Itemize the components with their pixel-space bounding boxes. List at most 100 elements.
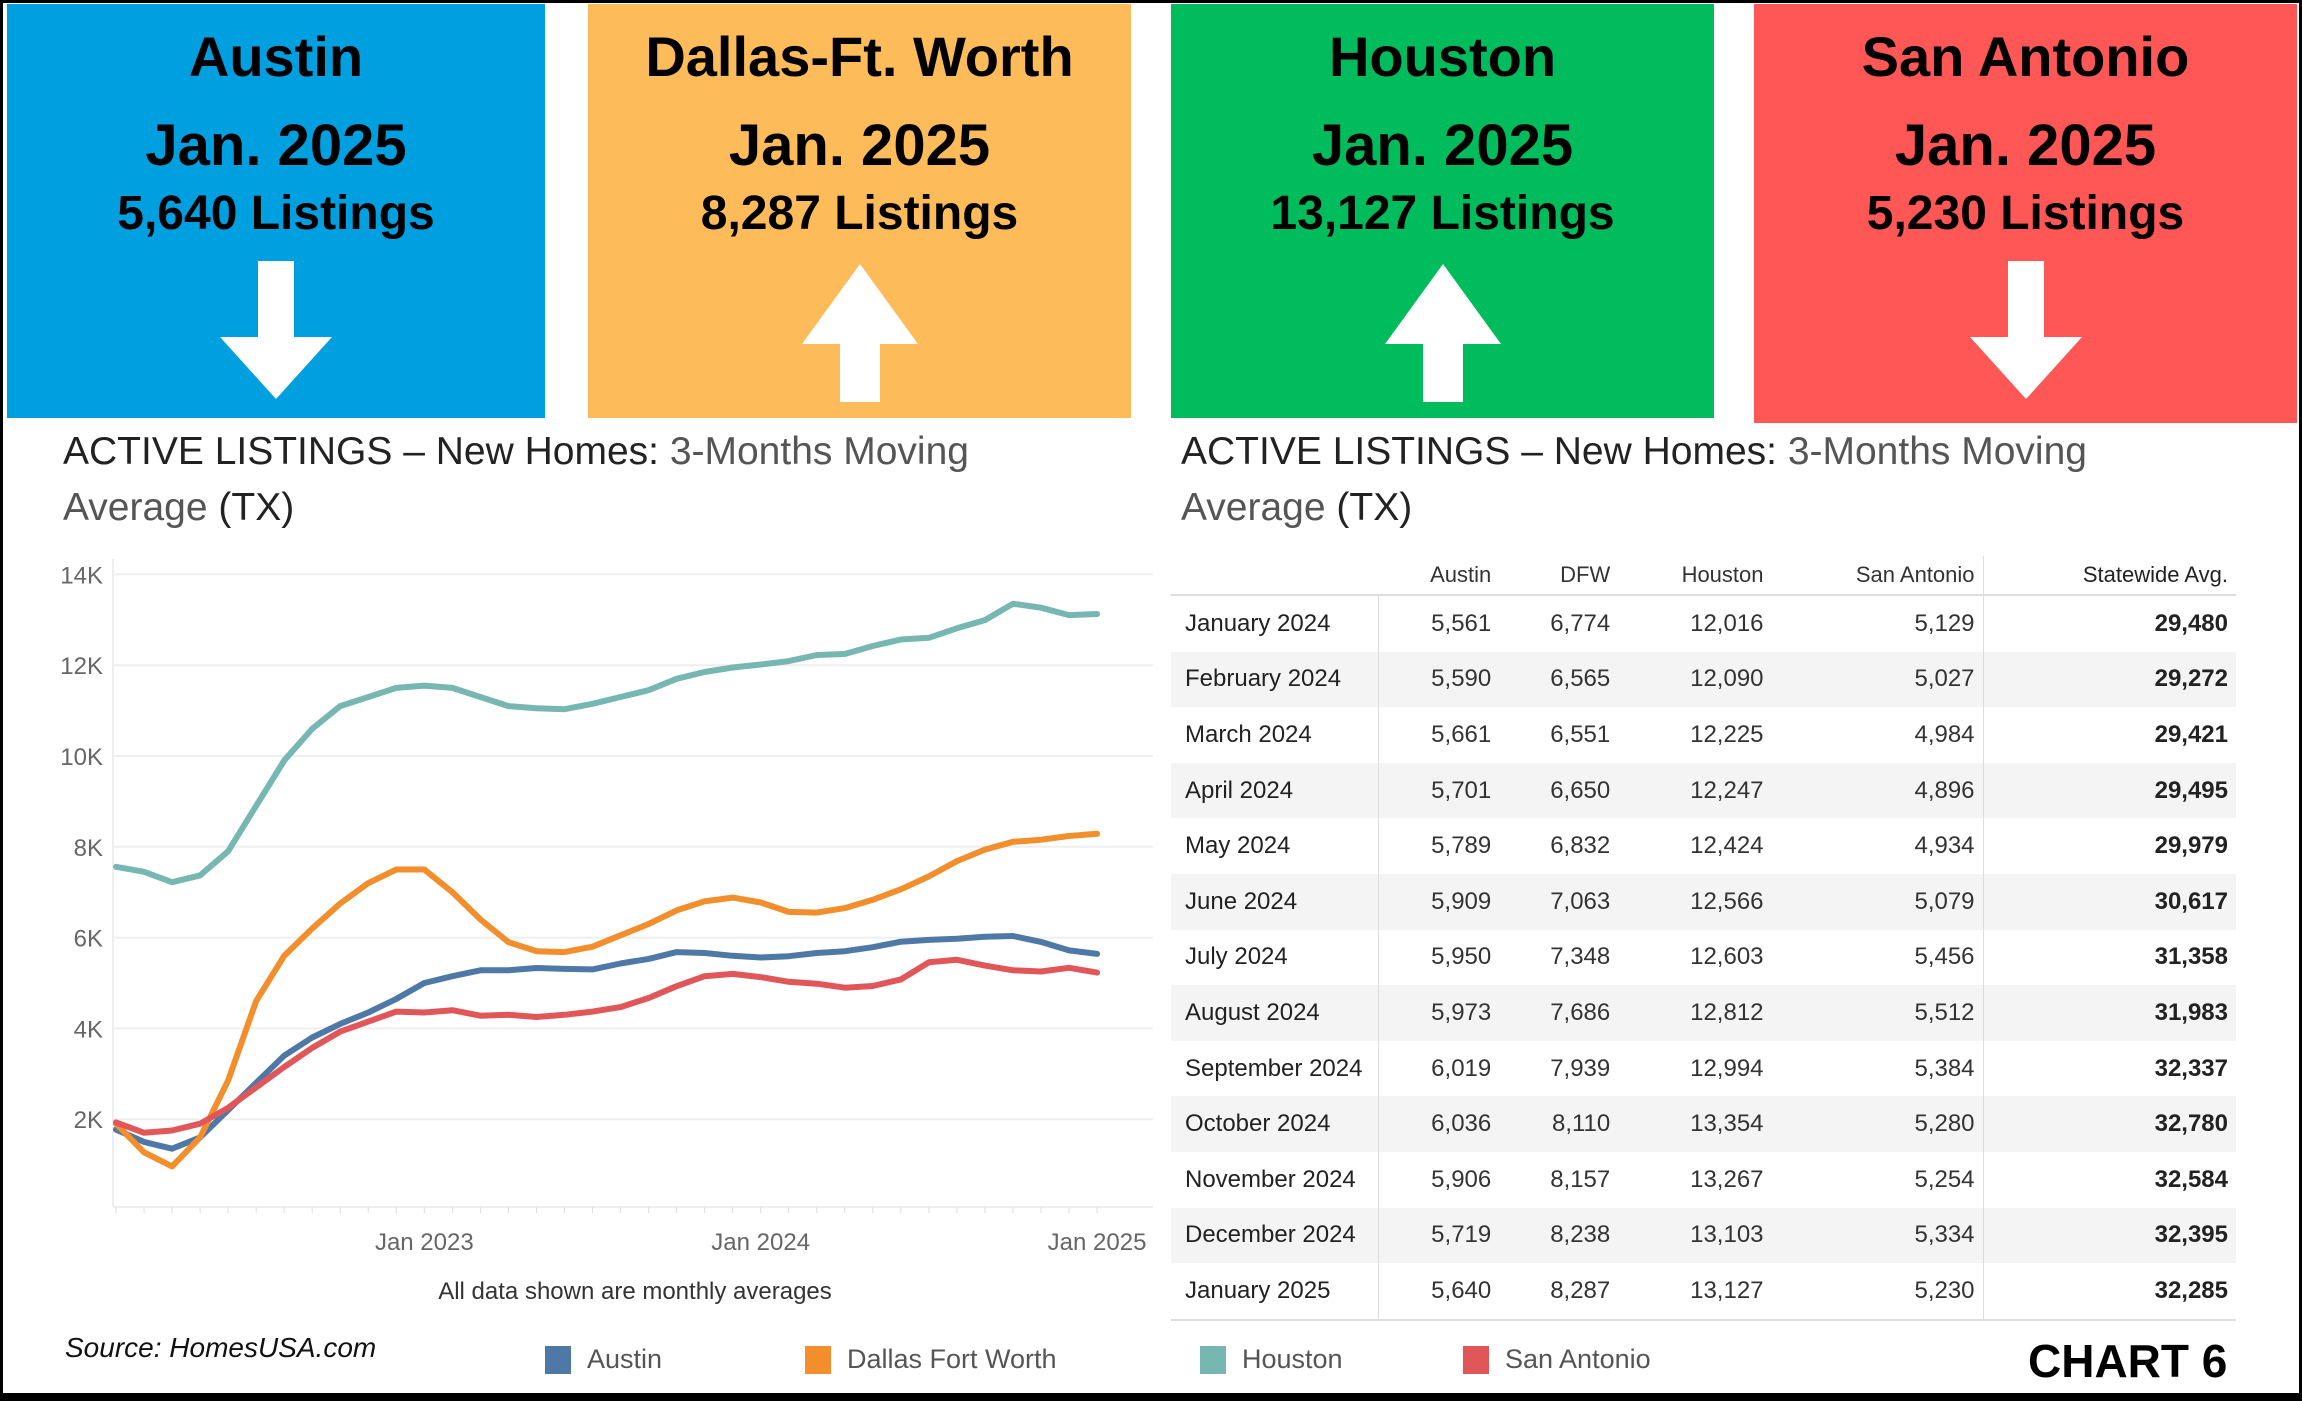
table-cell: 5,230 [1771,1263,1984,1321]
table-cell: 5,909 [1378,873,1500,930]
title-suffix: (TX) [207,486,295,529]
table-row: January 2025 5,640 8,287 13,127 5,230 32,285 [1171,1263,2236,1321]
x-tick-label: Jan 2025 [1048,1229,1147,1256]
table-cell: 31,983 [1982,985,2236,1041]
table-cell: 30,617 [1982,873,2236,930]
table-cell: 13,267 [1690,1165,1764,1193]
summary-box-san-antonio: San Antonio Jan. 2025 5,230 Listings [1754,4,2297,423]
y-tick-label: 6K [74,926,103,953]
column-header: San Antonio [1771,556,1984,596]
row-label: November 2024 [1171,1151,1379,1208]
table-cell: 5,129 [1914,609,1975,637]
table-cell: 8,110 [1499,1096,1619,1152]
table-cell: 12,994 [1690,1054,1764,1082]
table-cell: 7,348 [1550,943,1611,971]
box-listings: 13,127 Listings [1270,187,1615,240]
table-row: July 2024 5,950 7,348 12,603 5,456 31,358 [1171,929,2236,986]
row-label: August 2024 [1171,985,1379,1041]
title-rest2: Average [63,486,208,529]
table-cell: 5,590 [1378,651,1500,708]
table-cell: 13,127 [1618,1263,1772,1321]
box-date: Jan. 2025 [1894,113,2157,178]
table-cell: 5,456 [1914,943,1975,971]
table-cell: 29,495 [1982,762,2236,819]
x-tick-label: Jan 2023 [375,1229,474,1256]
table-cell: 8,157 [1550,1165,1611,1193]
column-header: Houston [1618,556,1772,596]
table-header-row: Austin DFW Houston San Antonio Statewide Avg… [1171,556,2236,596]
table-cell: 12,225 [1690,720,1764,748]
table-cell: 32,780 [1982,1096,2236,1152]
plot-area [113,559,1153,1207]
series-line-san-antonio [113,956,1101,1136]
table-row: August 2024 5,973 7,686 12,812 5,512 31,983 [1171,985,2236,1041]
arrow-up-icon [1384,264,1501,402]
table-cell: 12,016 [1690,609,1764,637]
row-label: June 2024 [1171,873,1379,930]
table-cell: 32,337 [1982,1040,2236,1097]
title-main: ACTIVE LISTINGS – New Homes: [1181,430,1788,473]
column-header: Austin [1378,556,1500,596]
table-cell: 5,701 [1378,762,1500,819]
box-listings: 5,230 Listings [1866,187,2185,240]
right-table-title: ACTIVE LISTINGS – New Homes: 3-Months Mo… [1181,424,2181,536]
table-cell: 5,334 [1771,1207,1984,1264]
table-cell: 5,027 [1771,651,1984,708]
table-cell: 13,354 [1618,1096,1772,1152]
title-rest: 3-Months Moving [669,430,969,473]
box-date: Jan. 2025 [145,113,407,178]
legend-item: Houston [1200,1344,1343,1375]
table-cell: 12,424 [1690,832,1764,860]
table-cell: 32,395 [1982,1207,2236,1264]
y-tick-label: 10K [60,744,103,771]
table-cell: 7,939 [1550,1054,1611,1082]
table-cell: 12,566 [1618,873,1772,930]
table-cell: 7,063 [1499,873,1619,930]
table-cell: 8,238 [1499,1207,1619,1264]
table-cell: 29,421 [1982,707,2236,763]
table-cell: 5,079 [1771,873,1984,930]
arrow-up-icon [801,264,918,402]
column-header: Statewide Avg. [1982,556,2236,596]
table-cell: 13,103 [1618,1207,1772,1264]
series-line-houston [113,600,1101,886]
table-cell: 5,640 [1378,1263,1500,1321]
column-header [1171,556,1379,596]
legend-swatch [545,1345,571,1374]
table-cell: 6,565 [1499,651,1619,708]
box-date: Jan. 2025 [1311,113,1574,178]
table-row: April 2024 5,701 6,650 12,247 4,896 29,495 [1171,762,2236,819]
row-label: July 2024 [1171,929,1379,986]
left-chart-title: ACTIVE LISTINGS – New Homes: 3-Months Mo… [63,424,1063,536]
line-chart: 2K 4K 6K 8K 10K 12K 14K Jan 2023 Jan 2024 Jan 202… [60,559,1153,1256]
row-label: April 2024 [1171,762,1379,819]
series-line-austin [113,933,1101,1152]
table-cell: 5,789 [1431,832,1492,860]
title-main: ACTIVE LISTINGS – New Homes: [63,430,670,473]
legend-item: Dallas Fort Worth [805,1344,1057,1375]
y-tick-label: 8K [74,835,103,862]
table-cell: 7,686 [1499,985,1619,1041]
box-city: Dallas-Ft. Worth [645,25,1074,88]
table-cell: 4,896 [1771,762,1984,819]
table-row: June 2024 5,909 7,063 12,566 5,079 30,617 [1171,873,2236,930]
row-label: May 2024 [1171,818,1379,874]
table-cell: 32,584 [1982,1151,2236,1208]
title-rest: 3-Months Moving [1787,430,2087,473]
row-label: September 2024 [1171,1040,1379,1097]
y-tick-label: 12K [60,653,103,680]
table-cell: 5,254 [1914,1165,1975,1193]
table-cell: 6,774 [1550,609,1611,637]
summary-box-houston: Houston Jan. 2025 13,127 Listings [1171,4,1714,418]
row-label: February 2024 [1171,651,1379,708]
table-cell: 5,719 [1378,1207,1500,1264]
table-row: January 2024 5,561 6,774 12,016 5,129 29,480 [1171,595,2236,652]
table-cell: 8,287 [1499,1263,1619,1321]
row-label: January 2025 [1171,1263,1379,1321]
table-cell: 29,480 [1982,595,2236,652]
legend-label: Houston [1242,1344,1343,1374]
table-cell: 12,090 [1618,651,1772,708]
legend-swatch [1463,1345,1489,1374]
table-row: November 2024 5,906 8,157 13,267 5,254 32,584 [1171,1151,2236,1208]
